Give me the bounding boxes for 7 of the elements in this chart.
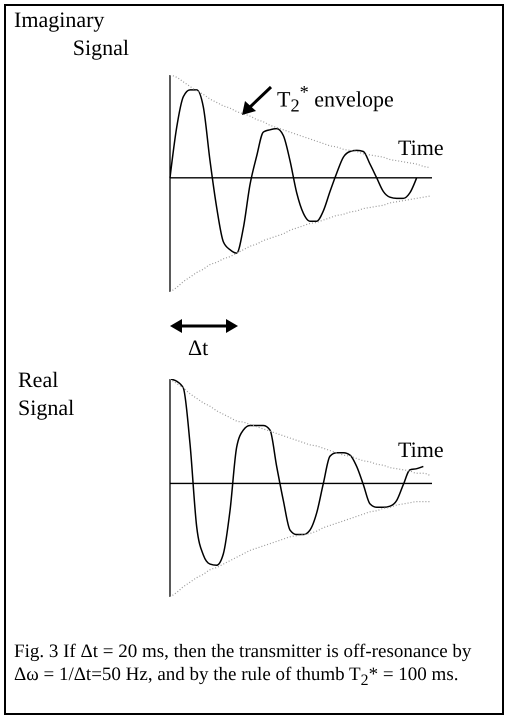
- y-axis-title: Imaginary Signal: [14, 6, 129, 62]
- text: Δt: [188, 334, 208, 362]
- annotation: T$_{2}$$^{*}$ envelope: [277, 81, 394, 118]
- x-axis-title: Time: [398, 436, 444, 464]
- x-axis-title: Time: [398, 134, 444, 162]
- caption: Fig. 3 If Δt = 20 ms, then the transmitter is off-resonance by Δω = 1/Δt=50 Hz, and by the rule of thumb T$_{2}$* = 100 ms.: [14, 640, 472, 691]
- y-axis-title: Real Signal: [18, 366, 76, 422]
